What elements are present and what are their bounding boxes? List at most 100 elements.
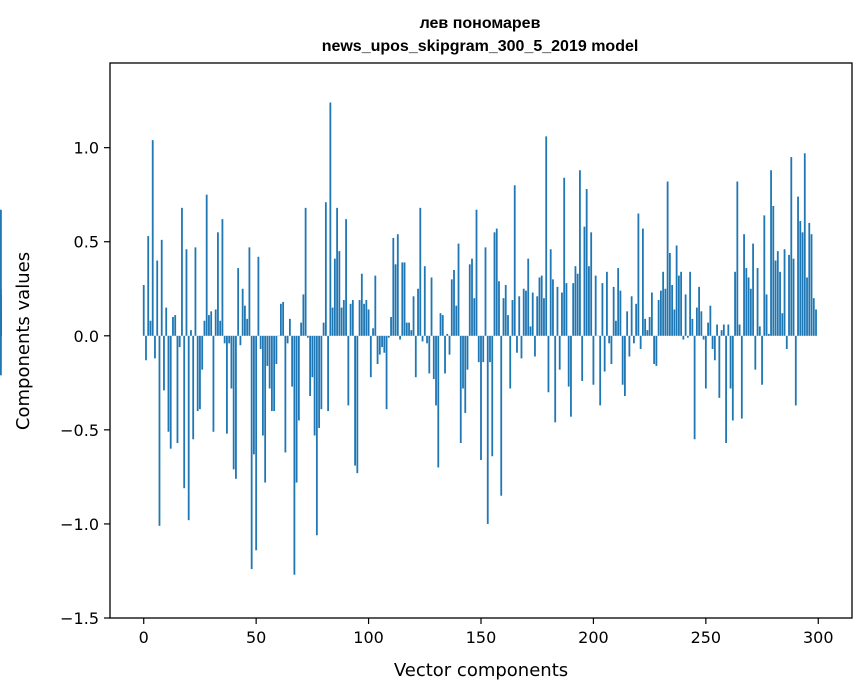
bar [709,305,712,336]
bar [158,335,161,526]
bar [149,320,152,336]
bar [655,335,658,366]
bar [160,239,163,336]
bar [619,290,622,336]
bar [336,207,338,336]
bar [315,335,318,536]
bar [516,335,518,353]
bar [390,316,392,336]
bar [493,232,496,336]
bar [700,311,703,336]
bar [169,335,172,449]
bar [563,177,566,336]
bar [615,320,617,336]
bar [707,322,709,336]
bar [412,296,415,336]
bar [666,181,669,336]
bar [201,335,204,370]
bar [691,318,694,336]
bar [405,322,408,336]
bar [199,335,201,410]
bar [248,247,251,336]
bar [574,266,577,336]
bar [486,335,489,524]
bar [673,309,676,336]
bar [592,335,595,385]
bar [333,258,336,336]
bar [232,335,235,470]
bar [192,335,195,440]
bar [228,335,231,344]
bar [749,288,752,336]
bar [295,335,298,483]
bar [713,335,716,361]
bar [464,335,467,413]
bar [606,271,608,336]
bar [659,290,662,336]
bar [648,316,651,336]
bar [250,335,253,570]
bar [369,335,372,378]
bar [716,324,718,336]
bar [268,335,271,389]
bar [471,258,473,336]
bar [259,335,262,349]
bar [367,309,370,336]
bar [0,294,2,336]
bar [801,232,804,336]
bar [668,253,671,336]
bar [304,207,307,336]
bar [219,320,222,336]
bar [183,335,186,489]
y-axis-ticks: −1.5 −1.0 −0.5 0.0 0.5 1.0 [60,139,110,628]
bar [621,335,624,385]
bar [518,296,521,336]
bar [641,228,644,336]
bar [462,335,464,389]
bar [734,271,736,336]
bar [255,335,258,551]
plot-area-frame [109,62,853,619]
bar [320,335,323,410]
bars-group [0,102,817,575]
bar [731,335,734,421]
y-tick-label: 0.5 [74,233,99,252]
bar [722,324,725,336]
bar [653,335,656,365]
bar [318,335,321,428]
bar [498,281,500,336]
bar [480,335,482,460]
x-tick-label: 300 [803,628,834,647]
bar [309,335,312,396]
bar [396,234,399,336]
bar [387,335,390,338]
bar [502,298,505,336]
bar [630,296,633,336]
bar [725,335,727,444]
bar [239,335,242,346]
bar [500,335,503,496]
bar [808,222,811,336]
bar [275,335,278,365]
bar [504,285,507,336]
bar [776,251,779,336]
bar [282,301,285,336]
bar [410,330,413,336]
bar [570,335,572,417]
bar [324,202,327,336]
bar [682,335,685,340]
bar [767,333,770,336]
bar [633,335,635,344]
bar [799,221,802,336]
bar [340,307,343,336]
bar [554,335,557,423]
bar [765,294,768,336]
bar [376,335,379,365]
bar [187,335,190,521]
bar [181,207,183,336]
bar [293,335,296,575]
bar [345,219,347,336]
y-tick-label: −1.5 [60,609,99,628]
bar [680,271,683,336]
bar [378,335,381,355]
